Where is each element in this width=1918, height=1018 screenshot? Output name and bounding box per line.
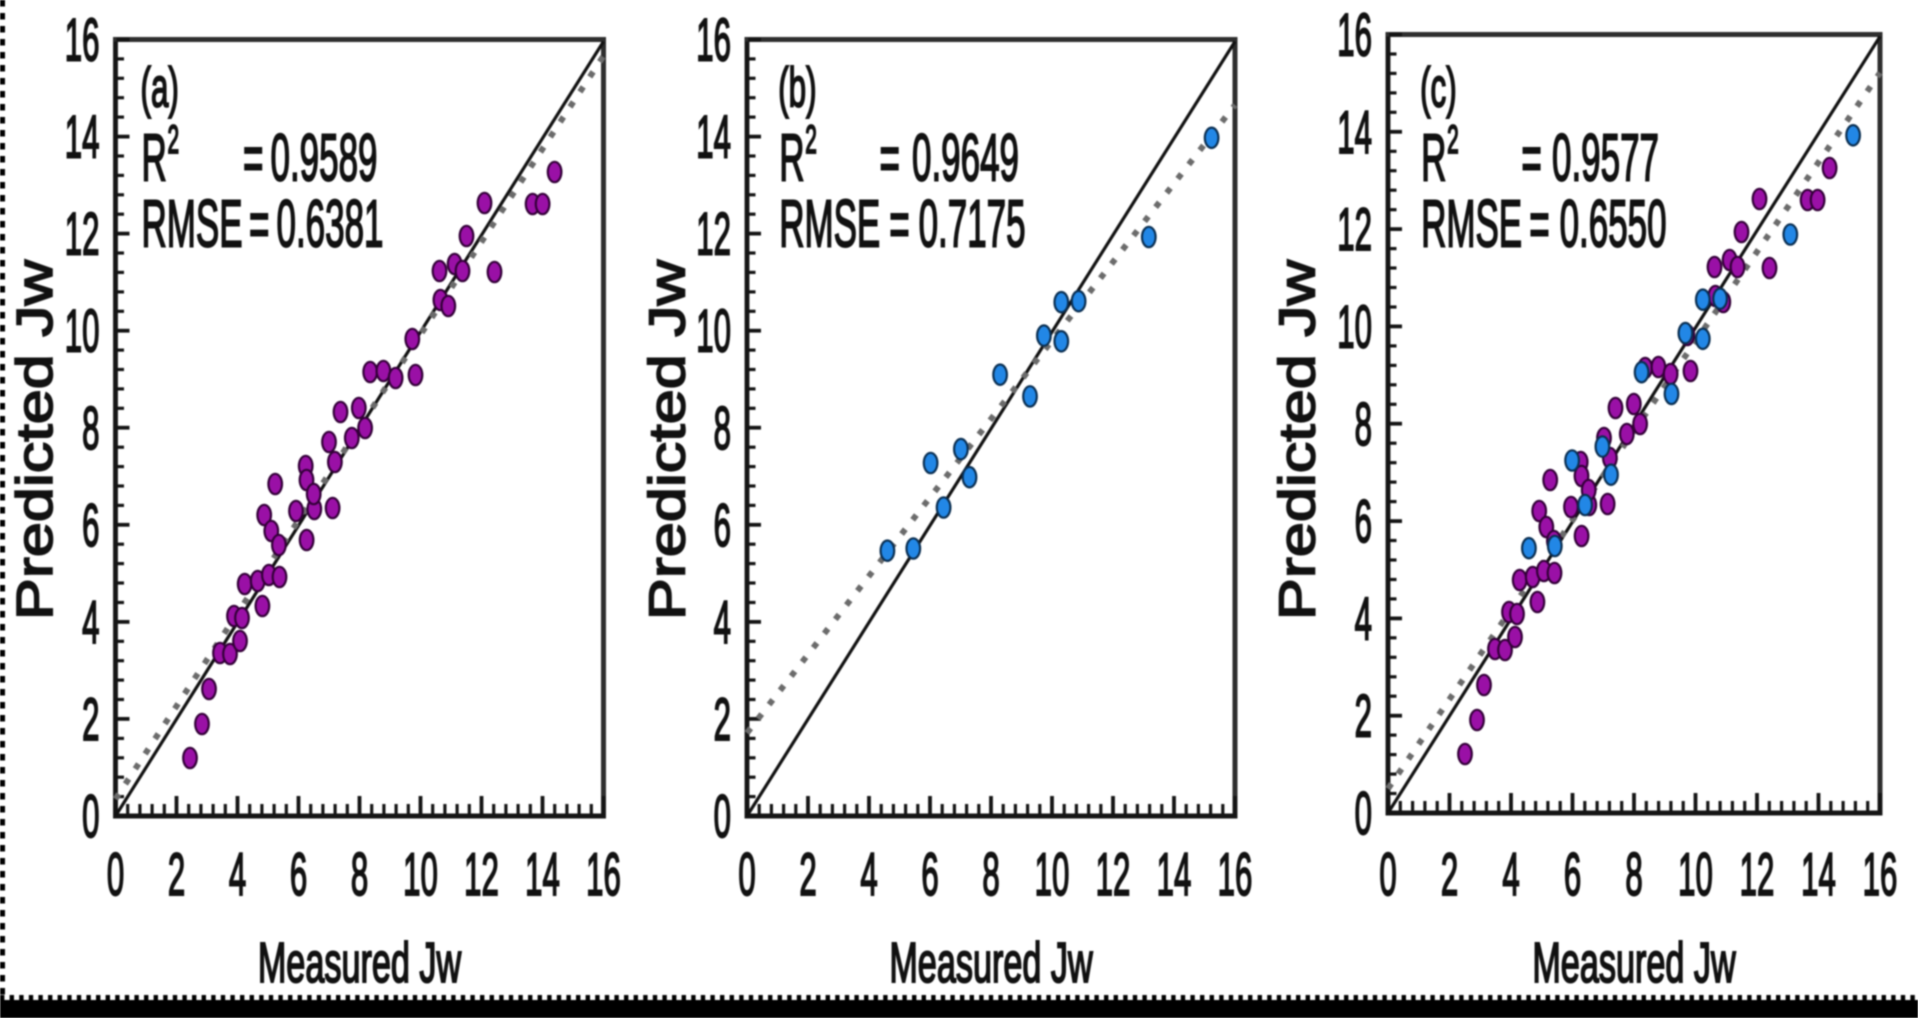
svg-text:10: 10 [1678,842,1713,908]
svg-text:16: 16 [65,8,100,74]
svg-text:14: 14 [696,105,731,171]
svg-text:RMSE: RMSE [779,188,880,262]
svg-text:6: 6 [290,842,307,908]
svg-text:10: 10 [1337,295,1372,361]
svg-text:4: 4 [714,590,731,656]
svg-text:2: 2 [1447,117,1459,162]
svg-text:4: 4 [82,590,99,656]
svg-text:=: = [249,188,269,262]
svg-text:2: 2 [799,842,816,908]
svg-text:4: 4 [860,842,877,908]
svg-text:16: 16 [1337,3,1372,69]
svg-text:R: R [142,122,167,196]
svg-text:12: 12 [464,842,499,908]
svg-text:8: 8 [1355,392,1372,458]
svg-text:10: 10 [696,299,731,365]
svg-text:10: 10 [65,299,100,365]
svg-text:14: 14 [1157,842,1192,908]
svg-text:12: 12 [1096,842,1131,908]
svg-text:(a): (a) [141,56,179,119]
svg-text:(b): (b) [778,56,816,119]
svg-text:0: 0 [714,784,731,850]
svg-text:0.7175: 0.7175 [919,188,1026,262]
svg-text:12: 12 [1740,842,1775,908]
svg-text:14: 14 [1337,100,1372,166]
svg-text:14: 14 [525,842,560,908]
svg-text:16: 16 [696,8,731,74]
svg-text:Measured Jw: Measured Jw [889,930,1093,994]
svg-text:=: = [1529,188,1549,262]
svg-text:6: 6 [1355,489,1372,555]
svg-text:0.9649: 0.9649 [912,122,1019,196]
svg-text:10: 10 [403,842,438,908]
svg-text:0.9589: 0.9589 [271,122,378,196]
svg-text:Measured Jw: Measured Jw [258,930,462,994]
svg-text:8: 8 [351,842,368,908]
svg-text:=: = [880,122,900,196]
svg-text:=: = [889,188,909,262]
svg-text:0: 0 [82,784,99,850]
svg-text:4: 4 [229,842,246,908]
svg-text:0.9577: 0.9577 [1552,122,1659,196]
svg-text:8: 8 [714,396,731,462]
svg-text:Predicted Jw: Predicted Jw [7,259,64,620]
svg-text:6: 6 [1564,842,1581,908]
svg-text:12: 12 [696,202,731,268]
svg-text:16: 16 [1218,842,1253,908]
svg-text:RMSE: RMSE [142,188,243,262]
svg-text:Measured Jw: Measured Jw [1532,930,1736,994]
svg-text:R: R [1421,122,1446,196]
svg-text:2: 2 [168,842,185,908]
svg-text:12: 12 [1337,197,1372,263]
svg-text:8: 8 [1625,842,1642,908]
svg-text:0.6550: 0.6550 [1560,188,1667,262]
svg-text:16: 16 [1863,842,1898,908]
svg-text:4: 4 [1355,587,1372,653]
svg-text:RMSE: RMSE [1421,188,1522,262]
svg-text:2: 2 [805,117,817,162]
svg-text:14: 14 [65,105,100,171]
svg-text:Predicted Jw: Predicted Jw [639,259,696,620]
svg-text:4: 4 [1502,842,1519,908]
svg-text:16: 16 [586,842,621,908]
svg-text:6: 6 [921,842,938,908]
svg-text:12: 12 [65,202,100,268]
svg-text:=: = [243,122,263,196]
svg-text:0: 0 [738,842,755,908]
svg-text:2: 2 [1441,842,1458,908]
svg-text:2: 2 [168,117,180,162]
svg-text:14: 14 [1801,842,1836,908]
svg-text:(c): (c) [1420,56,1457,119]
svg-text:10: 10 [1035,842,1070,908]
svg-text:2: 2 [1355,684,1372,750]
svg-text:6: 6 [714,493,731,559]
svg-text:=: = [1521,122,1541,196]
svg-text:2: 2 [82,687,99,753]
svg-text:R: R [779,122,804,196]
svg-text:0.6381: 0.6381 [277,188,384,262]
svg-text:8: 8 [82,396,99,462]
svg-text:0: 0 [1355,781,1372,847]
svg-text:0: 0 [1379,842,1396,908]
svg-text:8: 8 [982,842,999,908]
svg-text:2: 2 [714,687,731,753]
svg-text:6: 6 [82,493,99,559]
svg-text:0: 0 [107,842,124,908]
svg-text:Predicted Jw: Predicted Jw [1269,259,1326,620]
